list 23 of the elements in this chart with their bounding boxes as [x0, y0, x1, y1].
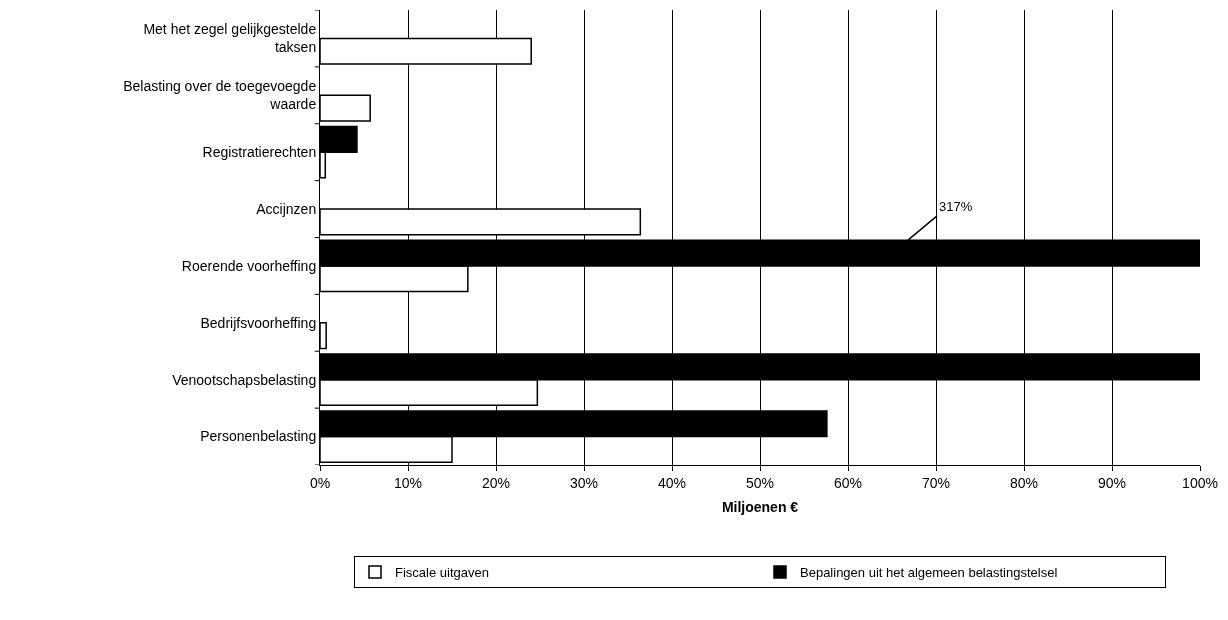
y-tick-label: Personenbelasting: [200, 428, 317, 445]
x-axis-title: Miljoenen €: [721, 499, 799, 516]
y-tick-label: Venootschapsbelasting: [172, 371, 317, 388]
y-tick-label: Accijnzen: [256, 200, 317, 217]
x-tick-label: 20%: [481, 474, 511, 491]
x-tick-label: 80%: [1009, 474, 1039, 491]
legend-label: Bepalingen uit het algemeen belastingstelsel: [800, 565, 1058, 581]
y-tick-label: Bedrijfsvoorheffing: [200, 314, 317, 331]
x-tick-label: 10%: [393, 474, 423, 491]
x-tick-label: 0%: [309, 474, 331, 491]
x-tick-label: 60%: [833, 474, 863, 491]
x-tick-label: 100%: [1182, 474, 1218, 491]
x-tick-label: 40%: [657, 474, 687, 491]
legend-label: Fiscale uitgaven: [395, 565, 489, 581]
y-tick-label: Registratierechten: [202, 144, 317, 161]
annotation: 317%: [939, 199, 973, 214]
x-tick-label: 90%: [1097, 474, 1127, 491]
x-tick-label: 30%: [569, 474, 599, 491]
x-tick-label: 70%: [921, 474, 951, 491]
y-tick-label: Met het zegel gelijkgestelde taksen: [143, 21, 317, 56]
x-tick-label: 50%: [745, 474, 775, 491]
y-tick-label: Belasting over de toegevoegde waarde: [123, 78, 317, 113]
y-tick-label: Roerende voorheffing: [181, 257, 317, 274]
